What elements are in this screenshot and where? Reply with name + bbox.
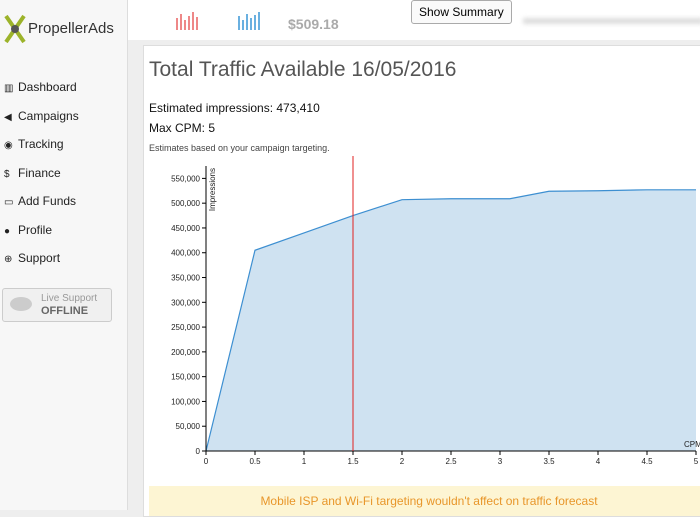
x-tick-label: 2 — [400, 457, 405, 466]
menu-item[interactable]: ● Profile — [4, 223, 79, 252]
note: Estimates based on your campaign targeti… — [149, 143, 330, 153]
y-tick-label: 250,000 — [171, 323, 200, 332]
x-tick-label: 5 — [694, 457, 699, 466]
menu-item[interactable]: ◉ Tracking — [4, 137, 79, 166]
show-summary-button[interactable]: Show Summary — [411, 0, 512, 24]
top-bar: $509.18 Show Summary — [128, 0, 700, 40]
x-tick-label: 1.5 — [347, 457, 359, 466]
line — [205, 189, 696, 452]
menu-item[interactable]: ◀ Campaigns — [4, 109, 79, 138]
menu-icon: ● — [4, 225, 11, 237]
live-support[interactable]: Live Support OFFLINE — [2, 288, 112, 322]
y-tick-label: 500,000 — [171, 199, 200, 208]
blurred-user — [523, 18, 700, 24]
x-tick-label: 3 — [498, 457, 503, 466]
x-axis-label: CPM — [684, 440, 700, 449]
logo-icon — [4, 14, 26, 44]
menu-label: Profile — [18, 222, 53, 237]
chart: 0 50,000 100,000 150,000 200,000 250,000 300,0… — [171, 156, 700, 466]
balance: $509.18 — [288, 16, 339, 32]
x-tick-label: 1 — [302, 457, 307, 466]
notice: Mobile ISP and Wi-Fi targeting wouldn't … — [149, 486, 700, 516]
x-tick-label: 0 — [204, 457, 209, 466]
menu-icon: $ — [4, 168, 10, 180]
menu-item[interactable]: ▥ Dashboard — [4, 80, 79, 109]
y-tick-label: 150,000 — [171, 373, 200, 382]
menu-icon: ⊕ — [4, 254, 13, 265]
menu-label: Dashboard — [18, 80, 77, 94]
page-title: Total Traffic Available 16/05/2016 — [149, 58, 457, 81]
menu-icon: ▥ — [4, 83, 14, 94]
stats-icons — [176, 12, 260, 30]
y-tick-label: 550,000 — [171, 174, 200, 183]
support-label: Live Support — [41, 293, 98, 304]
support-status: OFFLINE — [41, 305, 89, 317]
menu-icon: ◉ — [4, 140, 13, 151]
menu-item[interactable]: ⊕ Support — [4, 251, 79, 280]
menu: ▥ Dashboard ◀ Campaigns ◉ Tracking $ Finance ▭ Ad… — [4, 80, 79, 280]
menu-label: Tracking — [18, 137, 64, 151]
menu-icon: ▭ — [4, 197, 14, 208]
menu-item[interactable]: ▭ Add Funds — [4, 194, 79, 223]
max-cpm: Max CPM: 5 — [149, 121, 216, 135]
x-tick-label: 4.5 — [641, 457, 653, 466]
menu-label: Finance — [18, 165, 61, 180]
y-tick-label: 50,000 — [176, 422, 201, 431]
sidebar: PropellerAds ▥ Dashboard ◀ Campaigns ◉ Tracki… — [0, 0, 128, 510]
y-axis-label: Impressions — [208, 168, 217, 211]
menu-label: Add Funds — [18, 194, 77, 208]
y-tick-label: 300,000 — [171, 298, 200, 307]
x-tick-label: 4 — [596, 457, 601, 466]
x-tick-label: 2.5 — [445, 457, 457, 466]
y-tick-label: 450,000 — [171, 224, 200, 233]
y-tick-label: 350,000 — [171, 274, 200, 283]
menu-icon: ◀ — [4, 111, 12, 123]
main-panel: Total Traffic Available 16/05/2016 Estim… — [143, 45, 700, 517]
menu-item[interactable]: $ Finance — [4, 166, 79, 195]
y-tick-label: 100,000 — [171, 397, 200, 406]
y-tick-label: 0 — [196, 447, 201, 456]
estimated-impressions: Estimated impressions: 473,410 — [149, 101, 320, 115]
y-tick-label: 400,000 — [171, 249, 200, 258]
area — [206, 189, 696, 451]
menu-label: Support — [18, 251, 61, 265]
menu-label: Campaigns — [18, 108, 79, 123]
logo: PropellerAds — [28, 20, 114, 37]
y-tick-label: 200,000 — [171, 348, 200, 357]
chat-icon — [10, 297, 32, 311]
x-tick-label: 0.5 — [249, 457, 261, 466]
x-tick-label: 3.5 — [543, 457, 555, 466]
